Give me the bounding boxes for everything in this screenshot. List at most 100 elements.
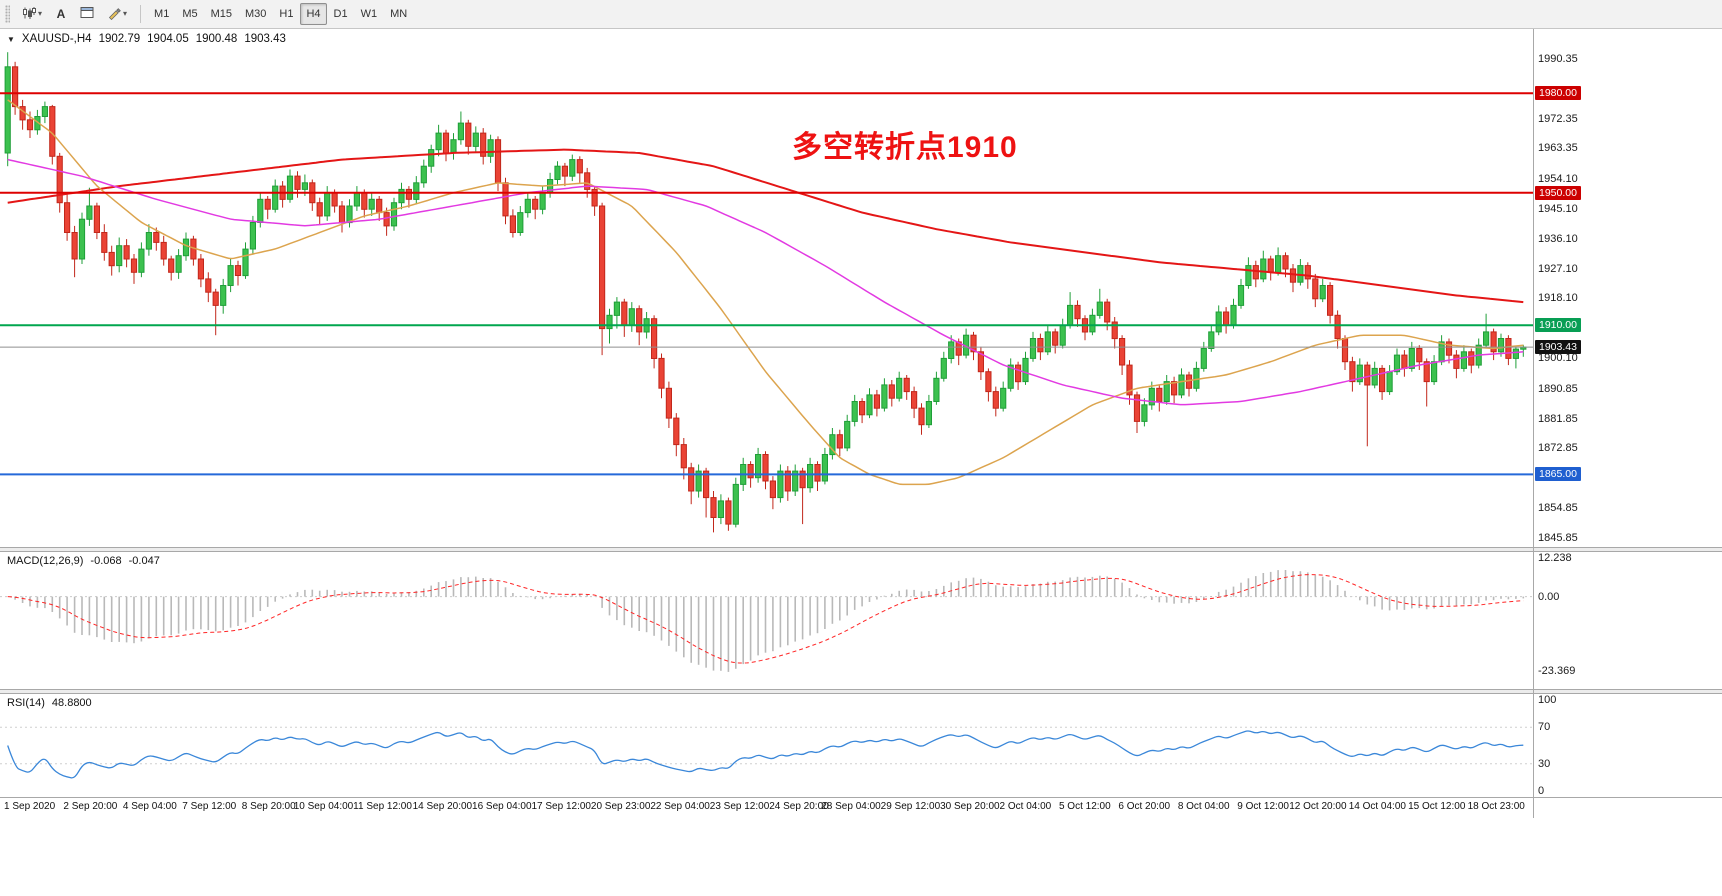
candle [1208,331,1215,349]
candle [747,464,754,479]
chart-type-button[interactable]: ▾ [16,3,48,25]
time-scale[interactable]: 1 Sep 2020 2 Sep 20:00 4 Sep 04:00 7 Sep 12… [0,798,1533,818]
text-tool-button[interactable]: A [49,3,73,25]
candle [1490,331,1497,353]
candle [606,314,613,330]
candle [1453,354,1460,369]
price-scale[interactable]: 1990.35 1972.35 1963.35 1954.10 1945.10 1936.… [1534,0,1722,896]
timeframe-button-m5[interactable]: M5 [176,3,203,25]
candle [116,245,123,267]
candle [123,245,130,260]
pane-separator[interactable] [0,547,1722,552]
candle [1185,374,1193,389]
candle [234,265,242,277]
price-chart[interactable] [0,29,1533,547]
candle [554,165,561,180]
time-axis-label: 12 Oct 20:00 [1289,801,1347,812]
candle [799,470,806,489]
toolbar: ▾ A ▾ M1 M5 M15 M30 [0,0,1722,29]
candle [599,205,606,330]
price-level-badge: 1950.00 [1535,185,1581,200]
candle [494,139,502,184]
macd-signal-line [7,574,1524,664]
candle [1267,258,1274,273]
candle [1438,341,1445,363]
candle [487,139,494,157]
price-axis-label: 1954.10 [1538,173,1578,186]
candle [294,175,301,190]
rsi-pane[interactable] [0,694,1533,797]
time-axis-label: 6 Oct 20:00 [1118,801,1171,812]
candle [1141,404,1148,422]
candle [257,198,264,224]
timeframe-button-mn[interactable]: MN [384,3,413,25]
candle [242,248,249,277]
candle [636,308,643,333]
macd-histogram [14,570,1525,672]
candle [264,198,271,210]
candle [918,407,925,426]
candle [911,391,918,409]
candle [688,467,695,492]
toolbar-drag-handle[interactable] [5,5,10,23]
chart-annotation: 多空转折点1910 [792,131,1018,164]
price-axis-label: 1900.10 [1538,352,1578,365]
caret-down-icon: ▾ [38,9,43,18]
candle [829,434,836,456]
candle [792,470,799,492]
timeframe-button-m15[interactable]: M15 [205,3,238,25]
candle [628,308,635,326]
macd-pane[interactable] [0,552,1533,689]
candle [1230,304,1237,326]
macd-value-signal: -0.047 [128,555,160,567]
candle [1483,331,1490,346]
candle [1371,367,1378,386]
candle [1193,367,1200,389]
price-axis-label: 1918.10 [1538,292,1578,305]
candle [717,500,724,518]
candle [1119,338,1126,366]
candle [331,192,338,207]
time-axis-label: 14 Sep 20:00 [412,801,473,812]
draw-tools-button[interactable]: ▾ [101,3,133,25]
price-scale-border [1533,29,1534,818]
timeframe-button-m30[interactable]: M30 [239,3,272,25]
candle [205,278,212,293]
candle [1416,348,1423,363]
price-axis-label: 1890.85 [1538,382,1578,395]
timeframe-button-m1[interactable]: M1 [148,3,175,25]
candle [1178,374,1185,396]
window-layout-button[interactable] [74,3,100,25]
candle [658,357,665,389]
candle [1022,357,1029,383]
candle [1007,364,1014,389]
candle [844,420,851,449]
candle [1460,351,1468,369]
price-axis-label: 1845.85 [1538,531,1578,544]
macd-axis-label: 0.00 [1538,590,1560,603]
candle [1148,387,1155,406]
candle [301,182,308,190]
time-axis-label: 2 Oct 04:00 [999,801,1052,812]
candle [272,185,279,210]
candle [1282,255,1289,270]
candle [502,182,509,217]
candle [338,205,346,224]
candle [970,334,977,353]
candle [1386,371,1393,393]
candle [405,188,412,200]
pane-separator[interactable] [0,689,1722,694]
timeframe-button-h1[interactable]: H1 [273,3,299,25]
candle [220,285,227,306]
candle [227,265,234,287]
candle [4,66,11,154]
timeframe-button-w1[interactable]: W1 [355,3,384,25]
candle [1089,314,1096,333]
candle [1260,258,1267,280]
timeframe-button-h4[interactable]: H4 [300,3,327,25]
timeframe-button-d1[interactable]: D1 [328,3,354,25]
candle [101,232,108,253]
candle [383,212,390,227]
price-axis-label: 1945.10 [1538,202,1578,215]
